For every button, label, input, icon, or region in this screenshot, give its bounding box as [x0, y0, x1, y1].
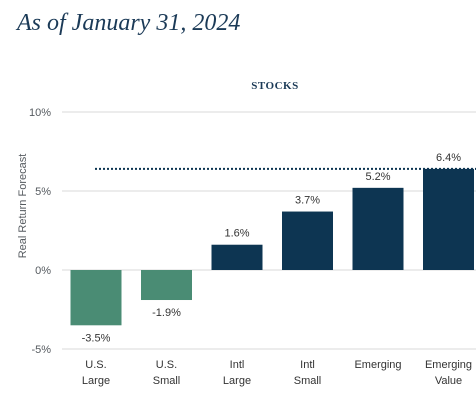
category-label: Large: [82, 375, 110, 387]
bar-value-label: -1.9%: [152, 307, 181, 319]
y-axis-ticks: 10% 5% 0% -5%: [29, 107, 51, 356]
bar-value-label: 3.7%: [295, 195, 320, 207]
y-tick-label: 10%: [29, 107, 51, 119]
gridlines: [62, 111, 476, 350]
page-title: As of January 31, 2024: [17, 10, 241, 36]
bar: [141, 270, 192, 301]
category-labels: U.S. Large U.S. Small Intl Large Intl Small Emer…: [82, 359, 472, 387]
category-label: Emerging: [425, 359, 472, 371]
y-tick-label: 5%: [35, 186, 51, 198]
bar: [211, 244, 263, 270]
value-labels: -3.5% -1.9% 1.6% 3.7% 5.2% 6.4%: [82, 152, 462, 344]
bar: [70, 270, 122, 326]
bar: [282, 211, 333, 270]
y-axis-title: Real Return Forecast: [17, 154, 29, 259]
category-label: Emerging: [354, 359, 401, 371]
bars: [70, 168, 474, 326]
chart-title: STOCKS: [251, 80, 298, 92]
bar: [352, 187, 404, 270]
bar-value-label: -3.5%: [82, 332, 111, 344]
bar-value-label: 5.2%: [365, 171, 390, 183]
category-label: U.S.: [85, 359, 106, 371]
category-label: U.S.: [156, 359, 177, 371]
category-label: Small: [153, 375, 181, 387]
category-label: Small: [294, 375, 322, 387]
bar: [423, 168, 474, 270]
category-label: Value: [435, 375, 462, 387]
y-tick-label: -5%: [31, 344, 51, 356]
y-tick-label: 0%: [35, 265, 51, 277]
bar-value-label: 6.4%: [436, 152, 461, 164]
category-label: Large: [223, 375, 251, 387]
category-label: Intl: [230, 359, 245, 371]
bar-value-label: 1.6%: [224, 228, 249, 240]
category-label: Intl: [300, 359, 315, 371]
